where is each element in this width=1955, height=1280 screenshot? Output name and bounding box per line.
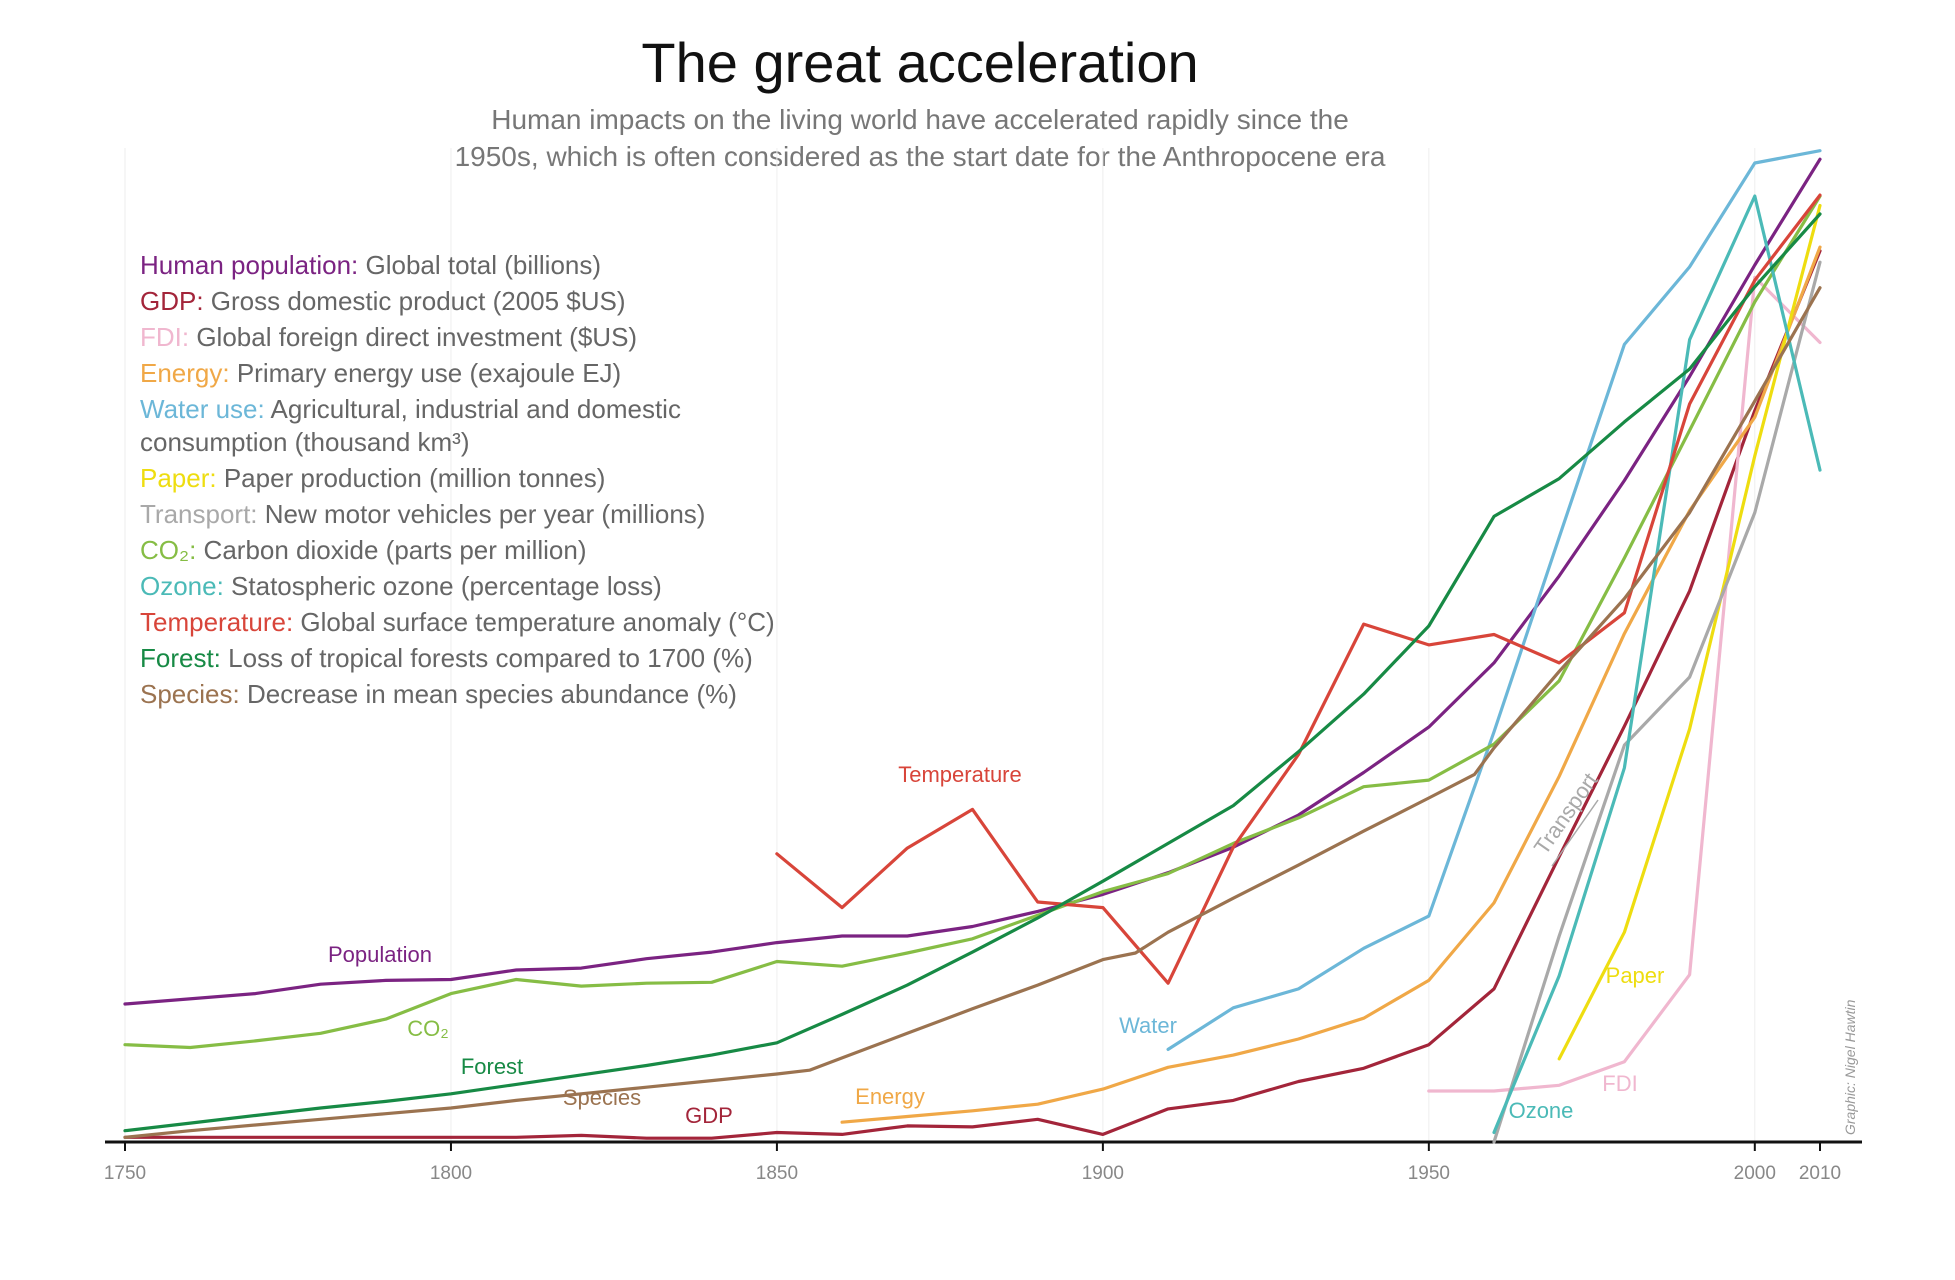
series-line-temperature (775, 193, 1822, 985)
legend-series-name: Temperature: (140, 607, 293, 637)
legend-entry: Ozone: Statospheric ozone (percentage lo… (140, 571, 662, 601)
series-line-water (1166, 149, 1822, 1051)
legend-description: Global foreign direct investment ($US) (189, 322, 637, 352)
legend-description: Global surface temperature anomaly (°C) (293, 607, 774, 637)
legend-entry: Forest: Loss of tropical forests compare… (140, 643, 753, 673)
legend-entry: Paper: Paper production (million tonnes) (140, 463, 605, 493)
series-lines (123, 149, 1822, 1144)
legend-description: Statospheric ozone (percentage loss) (224, 571, 662, 601)
legend-description: Loss of tropical forests compared to 170… (221, 643, 753, 673)
series-line-population (123, 157, 1822, 1006)
series-line-species (123, 286, 1822, 1139)
legend-series-name: Species: (140, 679, 240, 709)
legend-series-name: Human population: (140, 250, 358, 280)
legend-description: Paper production (million tonnes) (217, 463, 606, 493)
series-line-co- (123, 194, 1822, 1050)
x-tick-label: 1750 (104, 1163, 146, 1184)
chart-subtitle-line-2: 1950s, which is often considered as the … (455, 141, 1386, 172)
series-label-energy: Energy (855, 1084, 925, 1109)
legend-entry: GDP: Gross domestic product (2005 $US) (140, 286, 626, 316)
legend-description: Primary energy use (exajoule EJ) (230, 358, 622, 388)
legend-entry: Transport: New motor vehicles per year (… (140, 499, 705, 529)
legend-series-name: Paper: (140, 463, 217, 493)
legend-description: New motor vehicles per year (millions) (258, 499, 706, 529)
x-tick-label: 1950 (1408, 1163, 1450, 1184)
legend-description: Carbon dioxide (parts per million) (196, 535, 586, 565)
legend-entry: Temperature: Global surface temperature … (140, 607, 775, 637)
legend-entry: FDI: Global foreign direct investment ($… (140, 322, 637, 352)
legend-series-name: Ozone: (140, 571, 224, 601)
series-label-water: Water (1119, 1013, 1177, 1038)
legend-series-name: GDP: (140, 286, 204, 316)
chart-subtitle-line-1: Human impacts on the living world have a… (491, 104, 1349, 135)
legend-description-cont: consumption (thousand km³) (140, 427, 469, 457)
series-line-transport (1492, 260, 1822, 1144)
legend-description: Agricultural, industrial and domestic (265, 394, 681, 424)
legend-series-name: Transport: (140, 499, 258, 529)
legend-series-name: CO₂: (140, 535, 196, 565)
transport-label-leader (1551, 799, 1599, 867)
legend-description: Gross domestic product (2005 $US) (204, 286, 626, 316)
series-label-temperature: Temperature (898, 762, 1022, 787)
series-label-paper: Paper (1606, 963, 1665, 988)
series-label-ozone: Ozone (1509, 1098, 1574, 1123)
x-axis: 1750 1800 1850 1900 1950 2000 2010 (104, 1140, 1862, 1184)
series-line-forest (123, 212, 1822, 1133)
legend-series-name: Water use: (140, 394, 265, 424)
series-label-fdi: FDI (1602, 1071, 1637, 1096)
legend-description: Global total (billions) (358, 250, 601, 280)
x-tick-label: 2000 (1734, 1163, 1776, 1184)
series-line-gdp (123, 249, 1822, 1140)
legend-entry: Human population: Global total (billions… (140, 250, 601, 280)
series-line-paper (1557, 203, 1822, 1061)
graphic-credit: Graphic: Nigel Hawtin (1842, 999, 1858, 1135)
series-line-energy (840, 245, 1822, 1124)
series-label-population: Population (328, 942, 432, 967)
series-label-co-: CO₂ (407, 1016, 449, 1041)
x-tick-label: 1800 (430, 1163, 472, 1184)
legend-description: Decrease in mean species abundance (%) (240, 679, 737, 709)
x-tick-label: 1850 (756, 1163, 798, 1184)
series-label-forest: Forest (461, 1054, 523, 1079)
series-label-gdp: GDP (685, 1103, 733, 1128)
legend-series-name: FDI: (140, 322, 189, 352)
x-tick-label: 1900 (1082, 1163, 1124, 1184)
series-line-fdi (1427, 275, 1822, 1093)
x-tick-label: 2010 (1799, 1163, 1841, 1184)
legend: Human population: Global total (billions… (140, 250, 775, 709)
legend-series-name: Energy: (140, 358, 230, 388)
legend-entry: Species: Decrease in mean species abunda… (140, 679, 737, 709)
legend-entry: CO₂: Carbon dioxide (parts per million) (140, 535, 587, 565)
chart-title: The great acceleration (641, 31, 1198, 94)
legend-entry: Energy: Primary energy use (exajoule EJ) (140, 358, 621, 388)
legend-entry: Water use: Agricultural, industrial and … (140, 394, 681, 424)
series-label-species: Species (563, 1085, 641, 1110)
legend-series-name: Forest: (140, 643, 221, 673)
